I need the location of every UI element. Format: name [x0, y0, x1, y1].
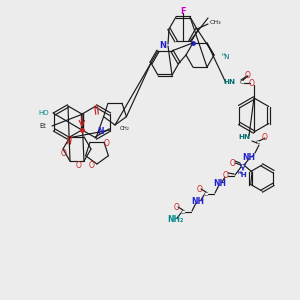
Text: O: O [197, 184, 203, 194]
Text: NH: NH [191, 196, 205, 206]
Text: NH: NH [242, 154, 256, 163]
Text: C: C [240, 80, 244, 85]
Text: O: O [223, 172, 229, 181]
Text: O: O [249, 79, 255, 88]
Text: C: C [256, 140, 260, 146]
Text: HO: HO [39, 110, 49, 116]
Text: O: O [174, 202, 180, 211]
Text: O: O [89, 161, 95, 170]
Text: C: C [181, 209, 185, 214]
Text: O: O [76, 160, 82, 169]
Text: C: C [204, 191, 208, 196]
Text: Et: Et [40, 123, 46, 129]
Text: O: O [245, 70, 251, 80]
Text: NH: NH [214, 178, 226, 188]
Text: ᴴH: ᴴH [238, 172, 248, 178]
Text: O: O [61, 148, 67, 158]
Text: NH₂: NH₂ [167, 214, 183, 224]
Text: CH₃: CH₃ [209, 20, 221, 25]
Text: N: N [160, 41, 167, 50]
Text: O: O [230, 158, 236, 167]
Text: F: F [180, 7, 186, 16]
Text: HN: HN [223, 79, 235, 85]
Text: C: C [240, 164, 244, 169]
Text: CH₂: CH₂ [120, 125, 130, 130]
Text: O: O [262, 134, 268, 142]
Text: ᴴN: ᴴN [222, 54, 230, 60]
Text: O: O [104, 140, 110, 148]
Text: N: N [98, 127, 104, 136]
Text: HN: HN [238, 134, 250, 140]
